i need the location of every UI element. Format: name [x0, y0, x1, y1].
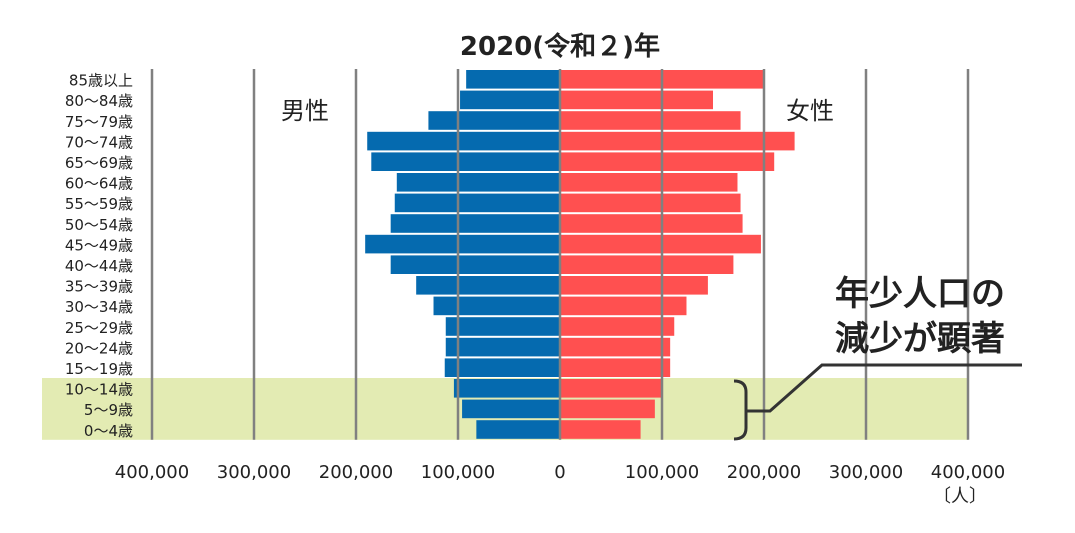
age-label: 0～4歳: [84, 422, 133, 440]
x-tick-label: 400,000: [931, 462, 1005, 483]
age-label: 30～34歳: [65, 298, 133, 316]
x-tick-label: 200,000: [319, 462, 393, 483]
bar-male: [462, 399, 560, 419]
legend-female: 女性: [786, 97, 834, 125]
unit-label: 〔人〕: [933, 486, 987, 507]
age-label: 35～39歳: [65, 278, 133, 296]
bar-male: [390, 255, 560, 274]
bar-male: [390, 214, 560, 233]
x-tick-label: 100,000: [625, 462, 699, 483]
age-label: 15～19歳: [65, 360, 133, 378]
age-label: 85歳以上: [69, 72, 133, 90]
bar-male: [466, 70, 560, 89]
age-label: 65～69歳: [65, 154, 133, 172]
bar-male: [476, 420, 560, 439]
bar-female: [560, 337, 671, 357]
chart-title: 2020(令和２)年: [460, 31, 660, 62]
bar-female: [560, 111, 741, 130]
bar-male: [445, 337, 560, 357]
age-label: 10～14歳: [65, 381, 133, 399]
age-label: 40～44歳: [65, 257, 133, 275]
bar-male: [416, 276, 560, 295]
annotation-bracket: [733, 363, 1022, 441]
bar-male: [371, 152, 560, 171]
bar-female: [560, 255, 734, 274]
x-tick-label: 300,000: [217, 462, 291, 483]
bar-male: [444, 358, 560, 377]
bar-female: [560, 90, 713, 110]
bar-female: [560, 152, 775, 171]
bar-male: [445, 317, 560, 336]
x-tick-label: 300,000: [829, 462, 903, 483]
bar-female: [560, 276, 708, 295]
age-label: 75～79歳: [65, 113, 133, 131]
bar-male: [428, 111, 560, 130]
age-label: 55～59歳: [65, 195, 133, 213]
age-label: 80～84歳: [65, 92, 133, 110]
x-tick-label: 0: [554, 462, 565, 483]
annotation-line-2: 減少が顕著: [835, 319, 1005, 359]
bar-male: [460, 90, 560, 110]
bar-male: [365, 234, 560, 254]
age-label: 60～64歳: [65, 175, 133, 193]
bar-female: [560, 317, 675, 336]
bar-female: [560, 173, 738, 192]
age-label: 25～29歳: [65, 319, 133, 337]
bar-male: [396, 173, 560, 192]
bar-male: [367, 131, 560, 151]
bar-female: [560, 379, 661, 398]
bar-male: [394, 193, 560, 213]
age-label: 5～9歳: [84, 401, 133, 419]
bar-female: [560, 358, 671, 377]
bar-female: [560, 234, 761, 254]
age-label: 70～74歳: [65, 133, 133, 151]
bar-female: [560, 214, 743, 233]
bar-female: [560, 399, 655, 419]
bar-female: [560, 420, 641, 439]
x-tick-label: 200,000: [727, 462, 801, 483]
legend-male: 男性: [281, 97, 329, 125]
bar-female: [560, 193, 741, 213]
annotation-line-1: 年少人口の: [835, 274, 1005, 314]
bar-male: [453, 379, 560, 398]
age-label: 45～49歳: [65, 236, 133, 254]
x-tick-label: 100,000: [421, 462, 495, 483]
age-label: 20～24歳: [65, 339, 133, 357]
bar-male: [433, 296, 560, 316]
age-label: 50～54歳: [65, 216, 133, 234]
bar-female: [560, 296, 687, 316]
x-tick-label: 400,000: [115, 462, 189, 483]
bar-female: [560, 131, 795, 151]
